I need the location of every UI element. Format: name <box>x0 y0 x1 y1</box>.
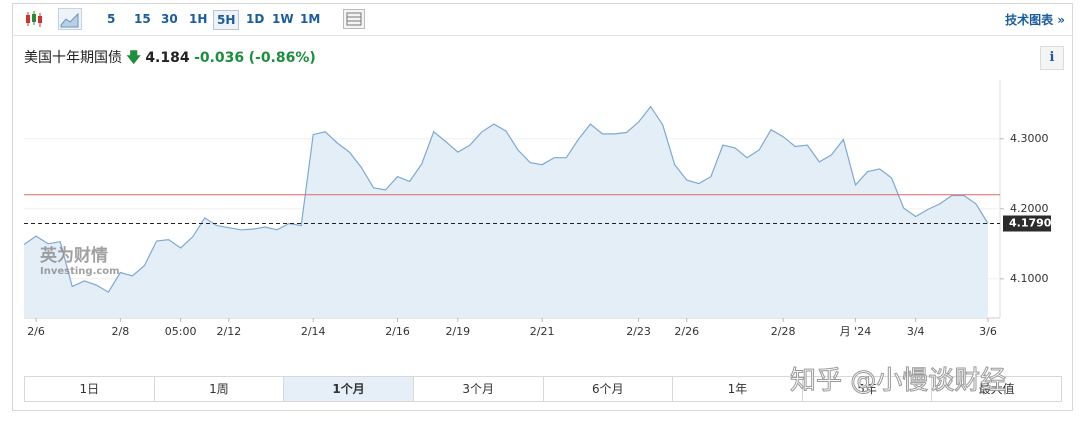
widget-frame <box>12 3 1073 411</box>
x-tick-label: 2/12 <box>216 325 241 338</box>
x-tick-label: 2/8 <box>112 325 130 338</box>
x-tick-label: 2/28 <box>771 325 796 338</box>
range-tab[interactable]: 最大值 <box>978 382 1015 396</box>
price-tag <box>1003 215 1051 232</box>
interval-button[interactable]: 1M <box>300 12 321 26</box>
x-tick-label: 月 '24 <box>840 325 872 338</box>
interval-button[interactable]: 5 <box>107 12 116 26</box>
toolbar: 5 15 30 1H 5H 1D 1W 1M 技术图表 » <box>12 3 1073 36</box>
x-tick-label: 2/26 <box>674 325 699 338</box>
table-icon[interactable] <box>343 9 365 29</box>
price-tag-label: 4.1790 <box>1009 217 1052 230</box>
tech-chart-link[interactable]: 技术图表 » <box>1005 13 1065 27</box>
candle-icon[interactable] <box>24 10 44 28</box>
interval-button[interactable]: 5H <box>213 10 240 30</box>
range-tab[interactable]: 1个月 <box>284 377 414 401</box>
x-tick-label: 3/4 <box>907 325 925 338</box>
x-tick-label: 2/16 <box>385 325 410 338</box>
change: -0.036 <box>194 50 245 66</box>
price: 4.184 <box>145 50 190 66</box>
instrument-name: 美国十年期国债 <box>24 50 122 66</box>
watermark: 知乎 @小慢谈财经 <box>789 366 1007 397</box>
range-tab[interactable]: 6个月 <box>544 377 674 401</box>
interval-button[interactable]: 15 <box>134 12 151 26</box>
x-tick-label: 2/19 <box>445 325 470 338</box>
range-tab[interactable]: 5年 <box>803 377 933 401</box>
header: 美国十年期国债 🡇 4.184 -0.036 (-0.86%) <box>24 47 316 71</box>
line <box>23 105 989 293</box>
range-tab[interactable]: 1周 <box>155 377 285 401</box>
info-button[interactable]: i <box>1040 46 1064 70</box>
change-pct: (-0.86%) <box>248 50 316 66</box>
range-tab[interactable]: 1日 <box>25 377 155 401</box>
interval-button[interactable]: 1H <box>189 12 208 26</box>
y-tick-label: 4.1000 <box>1010 272 1049 285</box>
x-tick-label: 2/21 <box>530 325 555 338</box>
x-tick-label: 2/14 <box>301 325 326 338</box>
area-icon[interactable] <box>58 8 82 30</box>
down-arrow: 🡇 <box>126 50 141 66</box>
range-tab[interactable]: 3个月 <box>414 377 544 401</box>
logo-site: Investing.com <box>40 266 120 277</box>
x-tick-label: 3/6 <box>979 325 997 338</box>
range-tabs: 1日 1周 1个月 3个月 6个月 1年 5年 最大值 <box>24 376 1062 402</box>
area <box>24 106 988 318</box>
interval-button[interactable]: 1W <box>272 12 294 26</box>
logo-name: 英为财情 <box>40 245 108 266</box>
x-tick-label: 2/6 <box>27 325 45 338</box>
interval-button[interactable]: 1D <box>246 12 265 26</box>
y-tick-label: 4.2000 <box>1010 202 1049 215</box>
interval-button[interactable]: 30 <box>161 12 178 26</box>
range-tab[interactable]: 1年 <box>673 377 803 401</box>
x-tick-label: 05:00 <box>165 325 197 338</box>
y-tick-label: 4.3000 <box>1010 132 1049 145</box>
x-tick-label: 2/23 <box>626 325 651 338</box>
